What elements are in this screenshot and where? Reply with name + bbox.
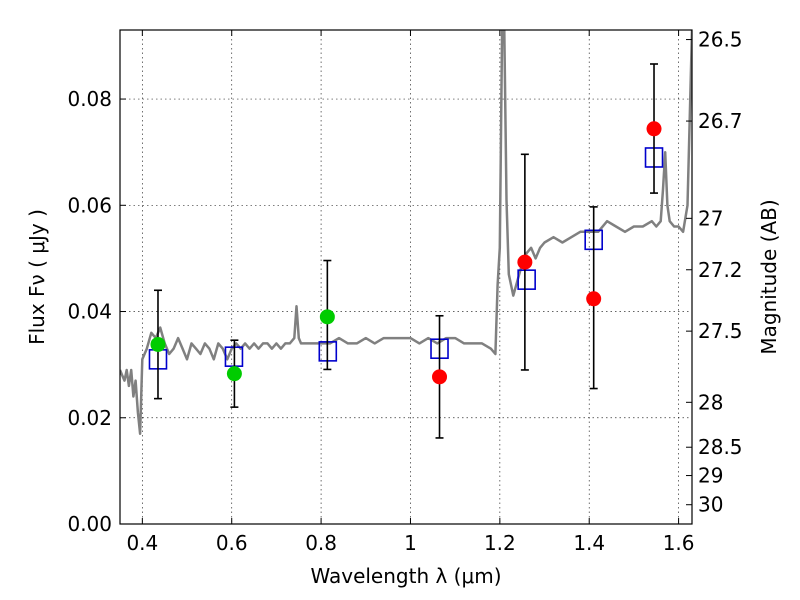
- x-tick-label: 0.4: [126, 531, 158, 555]
- model-photometry-square: [517, 269, 536, 290]
- observed-point-green: [150, 336, 166, 352]
- y-tick-label: 0.00: [67, 512, 112, 536]
- plot-frame: [119, 29, 693, 525]
- y-tick-label: 0.08: [67, 87, 112, 111]
- mag-tick-label: 28: [698, 390, 723, 414]
- y-tick-label: 0.04: [67, 300, 112, 324]
- observed-point-red: [432, 369, 448, 385]
- model-spectrum-line: [120, 30, 692, 435]
- x-tick-label: 0.6: [216, 531, 248, 555]
- x-tick-label: 1.6: [663, 531, 695, 555]
- observed-point-red: [517, 254, 533, 270]
- observed-point-green: [226, 366, 242, 382]
- mag-tick-label: 30: [698, 493, 723, 517]
- mag-tick-label: 26.7: [698, 109, 743, 133]
- mag-tick-label: 27.2: [698, 258, 743, 282]
- x-tick-label: 0.8: [305, 531, 337, 555]
- observed-point-green: [319, 309, 335, 325]
- mag-tick-label: 26.5: [698, 28, 743, 52]
- x-axis-label: Wavelength λ (μm): [310, 564, 501, 588]
- right-axis-label: Magnitude (AB): [757, 199, 781, 354]
- x-tick-label: 1.4: [573, 531, 605, 555]
- y-tick-label: 0.06: [67, 193, 112, 217]
- mag-tick-label: 28.5: [698, 435, 743, 459]
- x-tick-label: 1.2: [484, 531, 516, 555]
- series-layer: [120, 30, 692, 439]
- mag-tick-label: 27: [698, 206, 723, 230]
- mag-tick-label: 27.5: [698, 319, 743, 343]
- y-tick-label: 0.02: [67, 406, 112, 430]
- mag-tick-label: 29: [698, 464, 723, 488]
- grid-layer: [120, 30, 692, 524]
- observed-point-red: [586, 291, 602, 307]
- y-axis-label: Flux Fν ( μJy ): [25, 209, 49, 345]
- observed-point-red: [646, 121, 662, 137]
- x-tick-label: 1: [404, 531, 417, 555]
- ticks-layer: 0.4 0.6 0.8 1 1.2 1.4 1.6 0.00 0.02 0.04 0.06 0.08 2…: [67, 28, 742, 555]
